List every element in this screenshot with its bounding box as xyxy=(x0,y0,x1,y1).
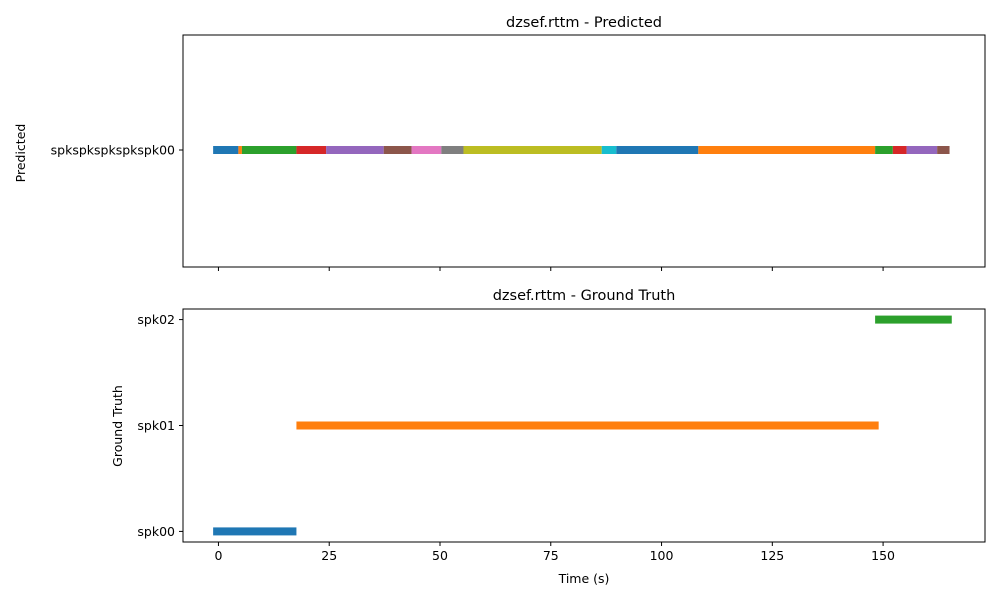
ground-truth-axes-frame xyxy=(182,308,986,543)
ground-truth-subplot: dzsef.rttm - Ground Truth Ground Truth 0… xyxy=(110,288,986,586)
predicted-segment xyxy=(213,146,239,154)
predicted-segment xyxy=(906,146,938,154)
predicted-y-ticks: spkspkspkspkspk00 xyxy=(51,143,183,158)
ground-truth-segment xyxy=(296,421,879,430)
predicted-segment xyxy=(238,146,242,154)
ground-truth-segments xyxy=(213,315,952,536)
ground-truth-y-axis-label: Ground Truth xyxy=(110,385,125,467)
ground-truth-y-tick-label: spk02 xyxy=(137,312,175,327)
ground-truth-x-tick-label: 0 xyxy=(214,548,222,563)
predicted-axes-frame xyxy=(182,34,986,268)
predicted-segment xyxy=(441,146,464,154)
predicted-segment xyxy=(875,146,893,154)
x-axis-label: Time (s) xyxy=(558,571,610,586)
predicted-segment xyxy=(296,146,327,154)
predicted-segment xyxy=(241,146,297,154)
predicted-segment xyxy=(892,146,907,154)
predicted-segment xyxy=(698,146,876,154)
ground-truth-x-tick-label: 75 xyxy=(543,548,559,563)
ground-truth-x-ticks: 0 25 50 75 100 125 150 xyxy=(214,542,895,563)
ground-truth-title: dzsef.rttm - Ground Truth xyxy=(493,288,676,304)
ground-truth-x-tick-label: 25 xyxy=(321,548,337,563)
predicted-segment xyxy=(463,146,602,154)
predicted-x-ticks xyxy=(217,267,884,271)
ground-truth-x-tick-label: 150 xyxy=(871,548,895,563)
ground-truth-x-tick-label: 125 xyxy=(760,548,784,563)
ground-truth-x-tick-label: 50 xyxy=(432,548,448,563)
predicted-segment xyxy=(601,146,617,154)
ground-truth-segment xyxy=(875,315,952,324)
ground-truth-y-ticks: spk00 spk01 spk02 xyxy=(137,312,183,539)
ground-truth-x-tick-label: 100 xyxy=(650,548,674,563)
predicted-segment xyxy=(383,146,412,154)
predicted-segment xyxy=(937,146,950,154)
ground-truth-segment xyxy=(213,527,297,536)
predicted-subplot: dzsef.rttm - Predicted Predicted spkspks… xyxy=(13,15,986,271)
predicted-title: dzsef.rttm - Predicted xyxy=(506,15,662,31)
predicted-segment xyxy=(616,146,699,154)
ground-truth-y-tick-label: spk00 xyxy=(137,524,175,539)
predicted-y-tick-label: spkspkspkspkspk00 xyxy=(51,143,175,158)
predicted-segment xyxy=(411,146,442,154)
predicted-y-axis-label: Predicted xyxy=(13,124,28,183)
predicted-segment xyxy=(326,146,384,154)
ground-truth-y-tick-label: spk01 xyxy=(137,418,175,433)
predicted-segments xyxy=(213,146,950,154)
